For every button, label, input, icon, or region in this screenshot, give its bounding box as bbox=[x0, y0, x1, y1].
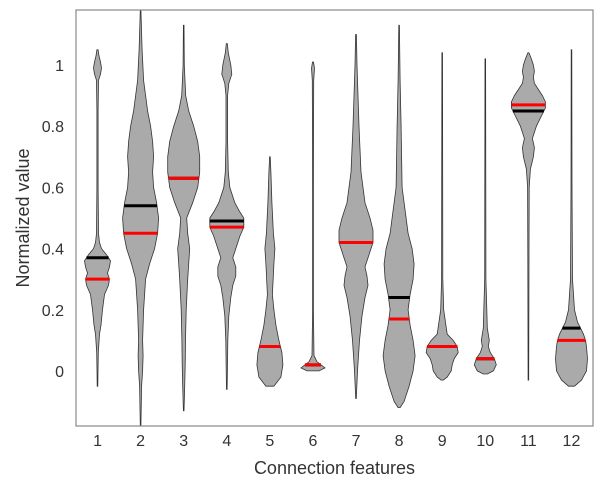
y-tick-label: 0 bbox=[55, 364, 64, 381]
violin-6 bbox=[300, 61, 326, 372]
x-tick-label: 4 bbox=[222, 433, 231, 450]
y-axis-ticks: 0 0.2 0.4 0.6 0.8 1 bbox=[42, 58, 64, 381]
x-tick-label: 8 bbox=[395, 433, 404, 450]
y-tick-label: 1 bbox=[55, 58, 64, 75]
x-tick-label: 9 bbox=[438, 433, 447, 450]
violin-9 bbox=[425, 52, 459, 381]
violin-1 bbox=[84, 49, 111, 387]
mean-lines bbox=[85, 103, 586, 367]
x-axis-ticks: 1 2 3 4 5 6 7 8 9 10 11 12 bbox=[93, 433, 580, 450]
violin-8 bbox=[382, 24, 416, 408]
violin-7 bbox=[338, 34, 374, 399]
violin-3 bbox=[167, 24, 201, 412]
x-tick-label: 12 bbox=[563, 433, 581, 450]
y-tick-label: 0.8 bbox=[42, 119, 64, 136]
x-tick-label: 5 bbox=[265, 433, 274, 450]
y-tick-label: 0.4 bbox=[42, 242, 64, 259]
violin-12 bbox=[555, 49, 588, 387]
x-tick-label: 3 bbox=[179, 433, 188, 450]
median-lines bbox=[86, 109, 581, 367]
x-tick-label: 10 bbox=[476, 433, 494, 450]
x-tick-label: 2 bbox=[136, 433, 145, 450]
x-tick-label: 11 bbox=[520, 433, 537, 450]
plot-frame bbox=[75, 9, 594, 427]
y-tick-label: 0.2 bbox=[42, 303, 64, 320]
violin-5 bbox=[256, 156, 284, 387]
x-tick-label: 7 bbox=[352, 433, 361, 450]
violin-11 bbox=[511, 52, 546, 381]
y-tick-label: 0.6 bbox=[42, 180, 64, 197]
x-axis-label: Connection features bbox=[254, 458, 415, 478]
y-axis-label: Normalized value bbox=[13, 148, 33, 287]
violins bbox=[84, 9, 588, 427]
violin-2 bbox=[122, 9, 160, 427]
violin-10 bbox=[473, 58, 497, 375]
x-tick-label: 1 bbox=[93, 433, 102, 450]
violin-4 bbox=[209, 43, 245, 390]
x-tick-label: 6 bbox=[309, 433, 318, 450]
